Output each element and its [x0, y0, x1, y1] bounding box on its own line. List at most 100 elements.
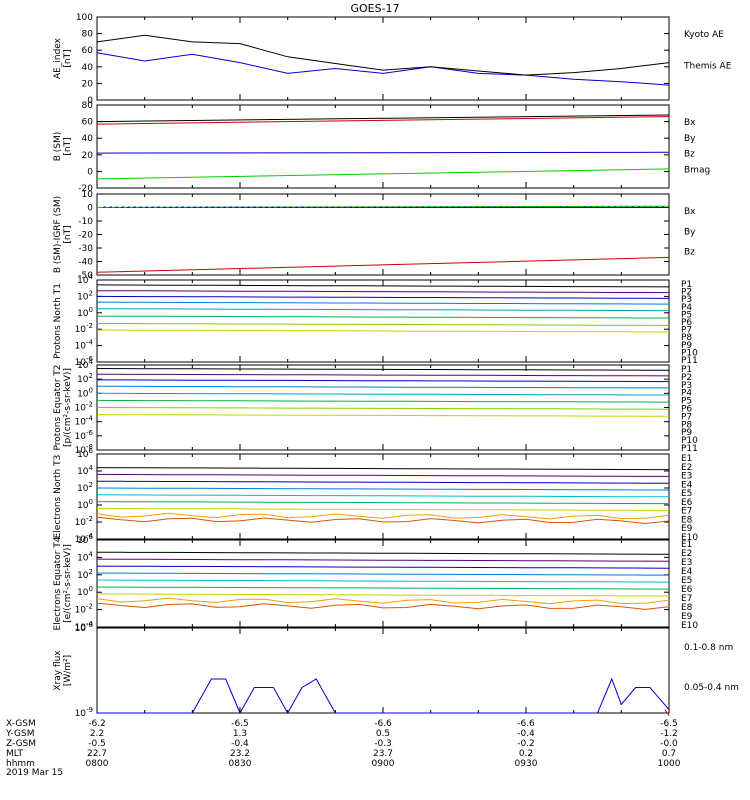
- legend-bz: Bz: [684, 150, 695, 160]
- legend-e7: E7: [681, 594, 692, 604]
- series-line-kyoto-ae: [96, 52, 670, 86]
- ephemeris-table: X-GSM -6.2 -6.5 -6.6 -6.6 -6.5Y-GSM 2.2 1.3 0.5-…: [5, 719, 681, 769]
- legend-e6: E6: [681, 585, 693, 595]
- channel-line-e6: [96, 586, 670, 590]
- y-tick-label: 10-2: [75, 401, 93, 414]
- bx-noise: [498, 206, 503, 208]
- bx-noise: [432, 206, 437, 208]
- bx-noise: [552, 206, 557, 208]
- y-axis-label: AE_index: [53, 37, 63, 79]
- y-axis-label: B (SM)-IGRF (SM): [53, 196, 63, 273]
- channel-line-e1: [96, 467, 669, 471]
- ephemeris-value: 0.7: [662, 749, 676, 759]
- ephemeris-label: MLT: [6, 749, 24, 759]
- bx-noise: [582, 206, 587, 208]
- legend-p10: P10: [681, 348, 698, 358]
- panel-6: 10-4 10-2 100 102 104 106 Electrons North T3 E1…: [53, 447, 698, 545]
- legend-e1: E1: [681, 454, 692, 464]
- y-tick-label: 40: [82, 63, 94, 73]
- series-line-bmag: [96, 114, 670, 123]
- y-tick-label: -10: [78, 217, 93, 227]
- y-axis-label: Protons North T1: [53, 283, 63, 359]
- y-tick-label: 102: [77, 568, 93, 581]
- panel-8: 10-9 10-8 Xray flux [W/m²] 0.1-0.8 nm 0.05-0.…: [53, 621, 739, 719]
- y-tick-label: -50: [78, 271, 93, 281]
- y-tick-label: 100: [77, 306, 93, 319]
- bx-noise: [204, 206, 209, 208]
- xray-mark: [664, 709, 670, 716]
- ephemeris-value: -0.4: [517, 729, 535, 739]
- legend-e10: E10: [681, 533, 698, 543]
- y-tick-label: 80: [82, 101, 94, 111]
- bx-noise: [372, 206, 377, 208]
- y-tick-label: 80: [82, 30, 94, 40]
- y-tick-label: 100: [77, 585, 93, 598]
- legend-p6: P6: [681, 405, 692, 415]
- bx-noise: [414, 206, 419, 208]
- y-tick-label: 102: [77, 372, 93, 385]
- channel-line-e3: [96, 480, 669, 484]
- bx-noise: [534, 206, 539, 208]
- bx-noise: [402, 206, 407, 208]
- channel-line-p7: [96, 407, 670, 410]
- legend-by: By: [684, 227, 696, 237]
- series-line-bz: [96, 256, 670, 273]
- bx-noise: [186, 206, 191, 208]
- bx-noise: [258, 206, 263, 208]
- bx-noise: [192, 206, 197, 208]
- bx-noise: [366, 206, 371, 208]
- legend-p3: P3: [681, 295, 692, 305]
- bx-noise: [324, 206, 329, 208]
- date-label: 2019 Mar 15: [6, 768, 63, 778]
- y-tick-label: -30: [78, 244, 93, 254]
- legend-e5: E5: [681, 489, 692, 499]
- bx-noise: [564, 206, 569, 208]
- y-axis-label: B (SM): [53, 132, 63, 162]
- legend-p10: P10: [681, 436, 698, 446]
- ephemeris-label: X-GSM: [6, 719, 36, 729]
- legend-by: By: [684, 134, 696, 144]
- bx-noise: [174, 206, 179, 208]
- bx-noise: [168, 206, 173, 208]
- legend-e8: E8: [681, 603, 693, 613]
- ephemeris-value: -6.2: [88, 719, 106, 729]
- ephemeris-value: -0.3: [374, 739, 392, 749]
- bx-noise: [378, 206, 383, 208]
- y-tick-label: 100: [77, 386, 93, 399]
- ephemeris-value: -6.5: [660, 719, 678, 729]
- plot-title: GOES-17: [350, 2, 399, 15]
- legend-p11: P11: [681, 356, 698, 366]
- y-tick-label: -20: [78, 231, 93, 241]
- y-tick-label: -40: [78, 258, 93, 268]
- bx-noise: [618, 206, 623, 208]
- panel-1: 0 20 40 60 80 100 AE_index [nT] Kyoto AE Themis A…: [53, 13, 732, 106]
- channel-line-e4: [96, 487, 669, 491]
- legend-e8: E8: [681, 515, 693, 525]
- bx-noise: [474, 206, 479, 208]
- bx-noise: [648, 206, 653, 208]
- ephemeris-value: 2.2: [90, 729, 104, 739]
- legend-e2: E2: [681, 549, 692, 559]
- bx-noise: [150, 206, 155, 208]
- y-axis-unit: [W/m²]: [63, 655, 73, 686]
- bx-noise: [216, 206, 221, 208]
- bx-noise: [294, 206, 299, 208]
- bx-noise: [330, 206, 335, 208]
- channel-line-p6: [96, 315, 669, 319]
- legend-e4: E4: [681, 567, 693, 577]
- ephemeris-label: hhmm: [6, 759, 35, 769]
- legend-p8: P8: [681, 420, 692, 430]
- bx-noise: [600, 206, 605, 208]
- bx-noise: [396, 206, 401, 208]
- legend-p5: P5: [681, 310, 692, 320]
- bx-noise: [210, 206, 215, 208]
- legend-kyoto-ae: Kyoto AE: [684, 30, 724, 40]
- y-tick-label: 100: [77, 498, 93, 511]
- channel-line-e1: [96, 551, 670, 555]
- bx-noise: [228, 206, 233, 208]
- bx-noise: [360, 206, 365, 208]
- y-tick-label: 10-8: [75, 621, 93, 634]
- bx-noise: [306, 206, 311, 208]
- channel-line-p1: [96, 368, 669, 371]
- channel-line-e7: [96, 507, 669, 511]
